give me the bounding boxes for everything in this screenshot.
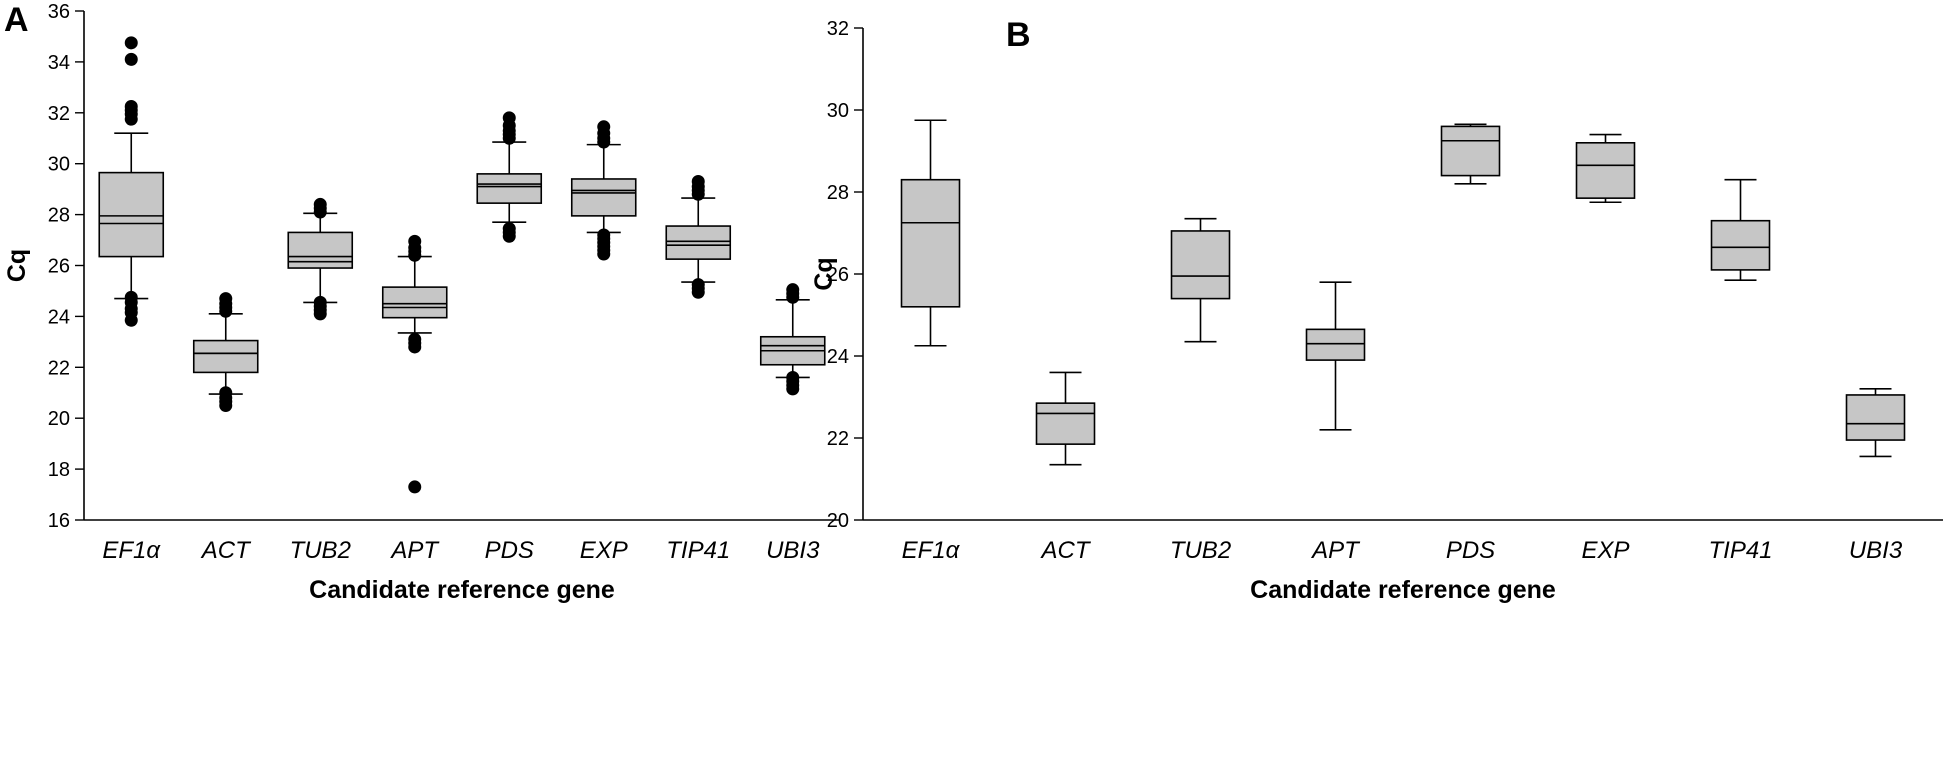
category-label: EF1α (102, 537, 161, 564)
category-label: EF1α (902, 537, 961, 564)
outlier-point (124, 99, 138, 113)
outlier-point (124, 52, 138, 66)
outlier-point (786, 283, 800, 297)
outlier-point (219, 386, 233, 400)
y-tick-label: 32 (48, 103, 70, 125)
iqr-box (900, 178, 961, 308)
y-tick-label: 18 (48, 459, 70, 481)
box-ACT (192, 292, 259, 412)
category-label: ACT (1040, 537, 1092, 564)
panel-a-boxes (98, 36, 826, 494)
iqr-box (287, 231, 354, 269)
y-tick-label: 22 (48, 357, 70, 379)
y-tick-label: 24 (827, 346, 849, 368)
outlier-point (313, 295, 327, 309)
y-tick-label: 22 (827, 428, 849, 450)
outlier-point (786, 370, 800, 384)
outlier-point (502, 111, 516, 125)
outlier-point (408, 480, 422, 494)
panel-b-category-labels: EF1α ACT TUB2 APT PDS EXP TIP41 UBI3 (902, 537, 1903, 564)
box-APT (381, 234, 448, 494)
y-tick-label: 34 (48, 52, 70, 74)
iqr-box (1170, 230, 1231, 300)
y-tick-label: 24 (48, 306, 70, 328)
box-TIP41 (1710, 178, 1771, 281)
outlier-point (502, 222, 516, 236)
box-TUB2 (287, 197, 354, 321)
box-UBI3 (759, 283, 826, 396)
y-tick-label: 20 (827, 510, 849, 532)
y-tick-label: 32 (827, 18, 849, 40)
panel-b-letter: B (1006, 16, 1031, 54)
panel-a-letter: A (4, 1, 29, 39)
y-tick-label: 30 (48, 154, 70, 176)
category-label: EXP (580, 537, 628, 564)
y-tick-label: 16 (48, 510, 70, 532)
panel-b-chart: B 20 22 24 26 28 30 32 EF1α ACT TUB2 APT PDS EXP TIP… (810, 16, 1943, 604)
box-EXP (570, 120, 637, 261)
iqr-box (1440, 125, 1501, 177)
outlier-point (124, 36, 138, 50)
panel-b-boxes (900, 119, 1906, 466)
iqr-box (381, 286, 448, 319)
box-TIP41 (665, 175, 732, 299)
box-EXP (1575, 133, 1636, 204)
category-label: TUB2 (290, 537, 351, 564)
outlier-point (124, 290, 138, 304)
y-tick-label: 30 (827, 100, 849, 122)
y-tick-label: 20 (48, 408, 70, 430)
category-label: UBI3 (766, 537, 820, 564)
category-label: APT (389, 537, 440, 564)
iqr-box (476, 173, 543, 204)
category-label: APT (1310, 537, 1361, 564)
y-tick-label: 28 (48, 205, 70, 227)
box-PDS (476, 111, 543, 243)
category-label: TUB2 (1170, 537, 1231, 564)
outlier-point (313, 197, 327, 211)
iqr-box (1845, 394, 1906, 441)
panel-b-x-axis-title: Candidate reference gene (1250, 576, 1556, 604)
panel-b-y-axis-title: Cq (810, 257, 838, 290)
box-APT (1305, 281, 1366, 431)
outlier-point (408, 234, 422, 248)
category-label: UBI3 (1849, 537, 1903, 564)
box-EF1α (98, 36, 165, 327)
panel-b-y-ticks: 20 22 24 26 28 30 32 (827, 18, 863, 532)
panel-a-chart: A 16 18 20 22 24 26 28 30 32 34 36 EF1α ACT TUB2 APT P… (3, 1, 840, 604)
category-label: EXP (1581, 537, 1629, 564)
y-tick-label: 36 (48, 1, 70, 23)
iqr-box (98, 171, 165, 258)
outlier-point (597, 228, 611, 242)
category-label: TIP41 (1708, 537, 1772, 564)
category-label: TIP41 (666, 537, 730, 564)
category-label: PDS (1446, 537, 1495, 564)
box-PDS (1440, 123, 1501, 185)
outlier-point (597, 120, 611, 134)
y-tick-label: 26 (48, 256, 70, 278)
y-tick-label: 28 (827, 182, 849, 204)
box-ACT (1035, 371, 1096, 466)
category-label: PDS (485, 537, 534, 564)
panel-a-y-ticks: 16 18 20 22 24 26 28 30 32 34 36 (48, 1, 84, 532)
outlier-point (691, 278, 705, 292)
box-UBI3 (1845, 387, 1906, 458)
category-label: ACT (200, 537, 252, 564)
panel-a-y-axis-title: Cq (3, 249, 31, 282)
y-tick-label: 26 (827, 264, 849, 286)
outlier-point (408, 332, 422, 346)
iqr-box (1710, 219, 1771, 271)
iqr-box (1575, 142, 1636, 199)
panel-a-category-labels: EF1α ACT TUB2 APT PDS EXP TIP41 UBI3 (102, 537, 820, 564)
iqr-box (665, 225, 732, 260)
panel-a-x-axis-title: Candidate reference gene (309, 576, 615, 604)
outlier-point (691, 175, 705, 189)
iqr-box (1035, 402, 1096, 445)
iqr-box (570, 178, 637, 217)
box-EF1α (900, 119, 961, 347)
iqr-box (1305, 328, 1366, 361)
outlier-point (219, 292, 233, 306)
box-TUB2 (1170, 217, 1231, 343)
iqr-box (192, 339, 259, 374)
